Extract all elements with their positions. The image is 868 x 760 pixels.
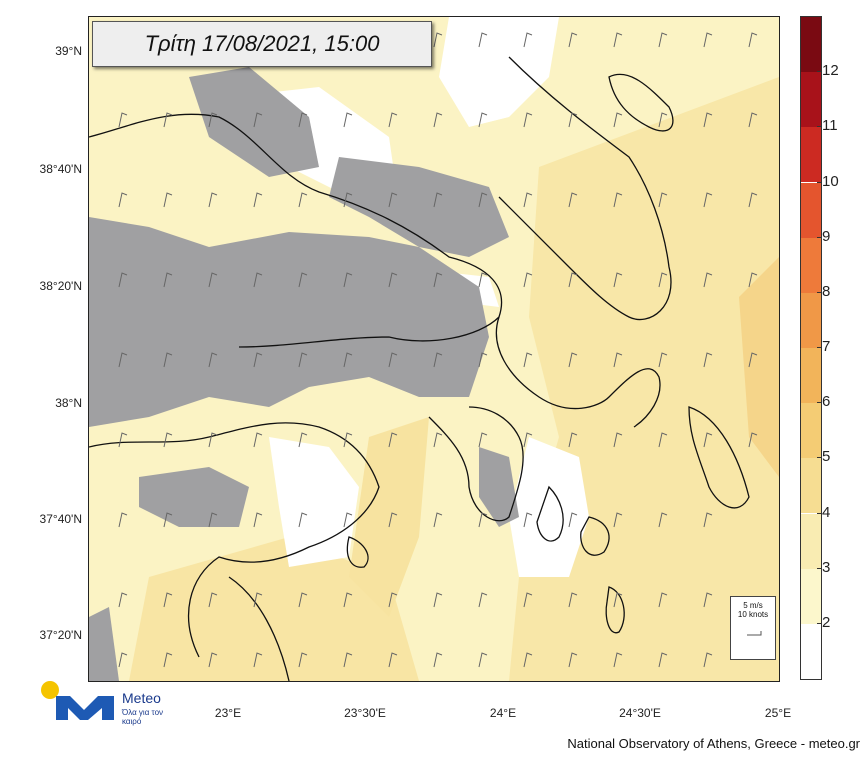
colorbar-tick (817, 181, 821, 183)
gray-zone-northeast (329, 157, 509, 257)
colorbar-tick (817, 567, 821, 569)
colorbar-segment (801, 348, 821, 404)
colorbar-tick (817, 291, 821, 293)
colorbar-label: 10 (822, 172, 839, 190)
colorbar-segment (801, 17, 821, 73)
wind-barbs (118, 32, 758, 668)
wind-zone-4-east (739, 257, 779, 477)
map-title: Τρίτη 17/08/2021, 15:00 (92, 21, 432, 67)
wind-map (88, 16, 780, 682)
map-canvas (89, 17, 779, 681)
colorbar-label: 7 (822, 338, 831, 355)
colorbar-label: 2 (822, 613, 831, 631)
colorbar-label: 3 (822, 558, 831, 576)
island-salamis (346, 536, 369, 568)
gray-zone-west (89, 607, 119, 681)
calm-zone-southeast (509, 437, 589, 577)
lat-label: 38°N (55, 396, 82, 410)
lat-label: 38°20'N (39, 279, 82, 293)
colorbar-label: 5 (822, 448, 831, 466)
logo-name: Meteo (122, 690, 161, 706)
logo-tagline: Όλα για τον καιρό (122, 708, 164, 726)
colorbar-tick (817, 457, 821, 459)
colorbar-segment (801, 292, 821, 348)
colorbar-tick (817, 71, 821, 73)
wind-zone-3-east (509, 77, 779, 681)
lon-label: 24°E (489, 706, 517, 720)
gray-zone-central (89, 217, 489, 427)
colorbar-tick (817, 402, 821, 404)
coastline-attica (428, 406, 524, 522)
colorbar-label: 9 (822, 227, 831, 245)
colorbar-label: 12 (822, 62, 839, 80)
colorbar-segment (801, 623, 821, 679)
colorbar-tick (817, 236, 821, 238)
colorbar-segment (801, 182, 821, 238)
colorbar-label: 6 (822, 393, 831, 411)
lat-label: 38°40'N (39, 162, 82, 176)
colorbar-segment (801, 403, 821, 459)
lon-label: 23°30'E (344, 706, 386, 720)
colorbar-label: 8 (822, 282, 831, 300)
colorbar-segment (801, 458, 821, 514)
lat-label: 37°20'N (39, 628, 82, 642)
colorbar-segment (801, 127, 821, 183)
lon-label: 25°E (764, 706, 792, 720)
gray-zone-southwest (139, 467, 249, 527)
island-tinos (580, 516, 610, 556)
island-andros (536, 485, 564, 542)
colorbar-segment (801, 237, 821, 293)
meteo-logo-icon (41, 681, 114, 720)
colorbar-label: 4 (822, 503, 831, 521)
island-eastern (688, 406, 750, 509)
legend-line2: 10 knots (737, 610, 769, 619)
coastline-evia (498, 56, 672, 321)
colorbar-segment (801, 72, 821, 128)
colorbar (800, 16, 822, 680)
island-skyros (608, 73, 674, 132)
wind-scale-legend: 5 m/s 10 knots (730, 596, 776, 660)
lat-label: 37°40'N (39, 512, 82, 526)
gray-zone-north (189, 67, 319, 177)
colorbar-segment (801, 513, 821, 569)
lon-label: 24°30'E (619, 706, 661, 720)
colorbar-tick (817, 512, 821, 514)
wind-zone-3-central (349, 417, 429, 617)
coastline-peloponnese (89, 422, 380, 681)
credit-text: National Observatory of Athens, Greece -… (567, 736, 860, 751)
lon-label: 23°E (214, 706, 242, 720)
colorbar-label: 11 (822, 117, 838, 135)
legend-line1: 5 m/s (743, 601, 763, 610)
island-kea (605, 586, 625, 634)
coastline-mainland (89, 113, 661, 428)
calm-zone-north (439, 17, 559, 127)
colorbar-tick (817, 347, 821, 348)
colorbar-segment (801, 568, 821, 624)
gray-zone-southeast (479, 447, 519, 527)
lat-label: 39°N (55, 44, 82, 58)
colorbar-tick (817, 622, 821, 624)
colorbar-tick (817, 126, 821, 128)
legend-barb-icon (747, 631, 762, 636)
